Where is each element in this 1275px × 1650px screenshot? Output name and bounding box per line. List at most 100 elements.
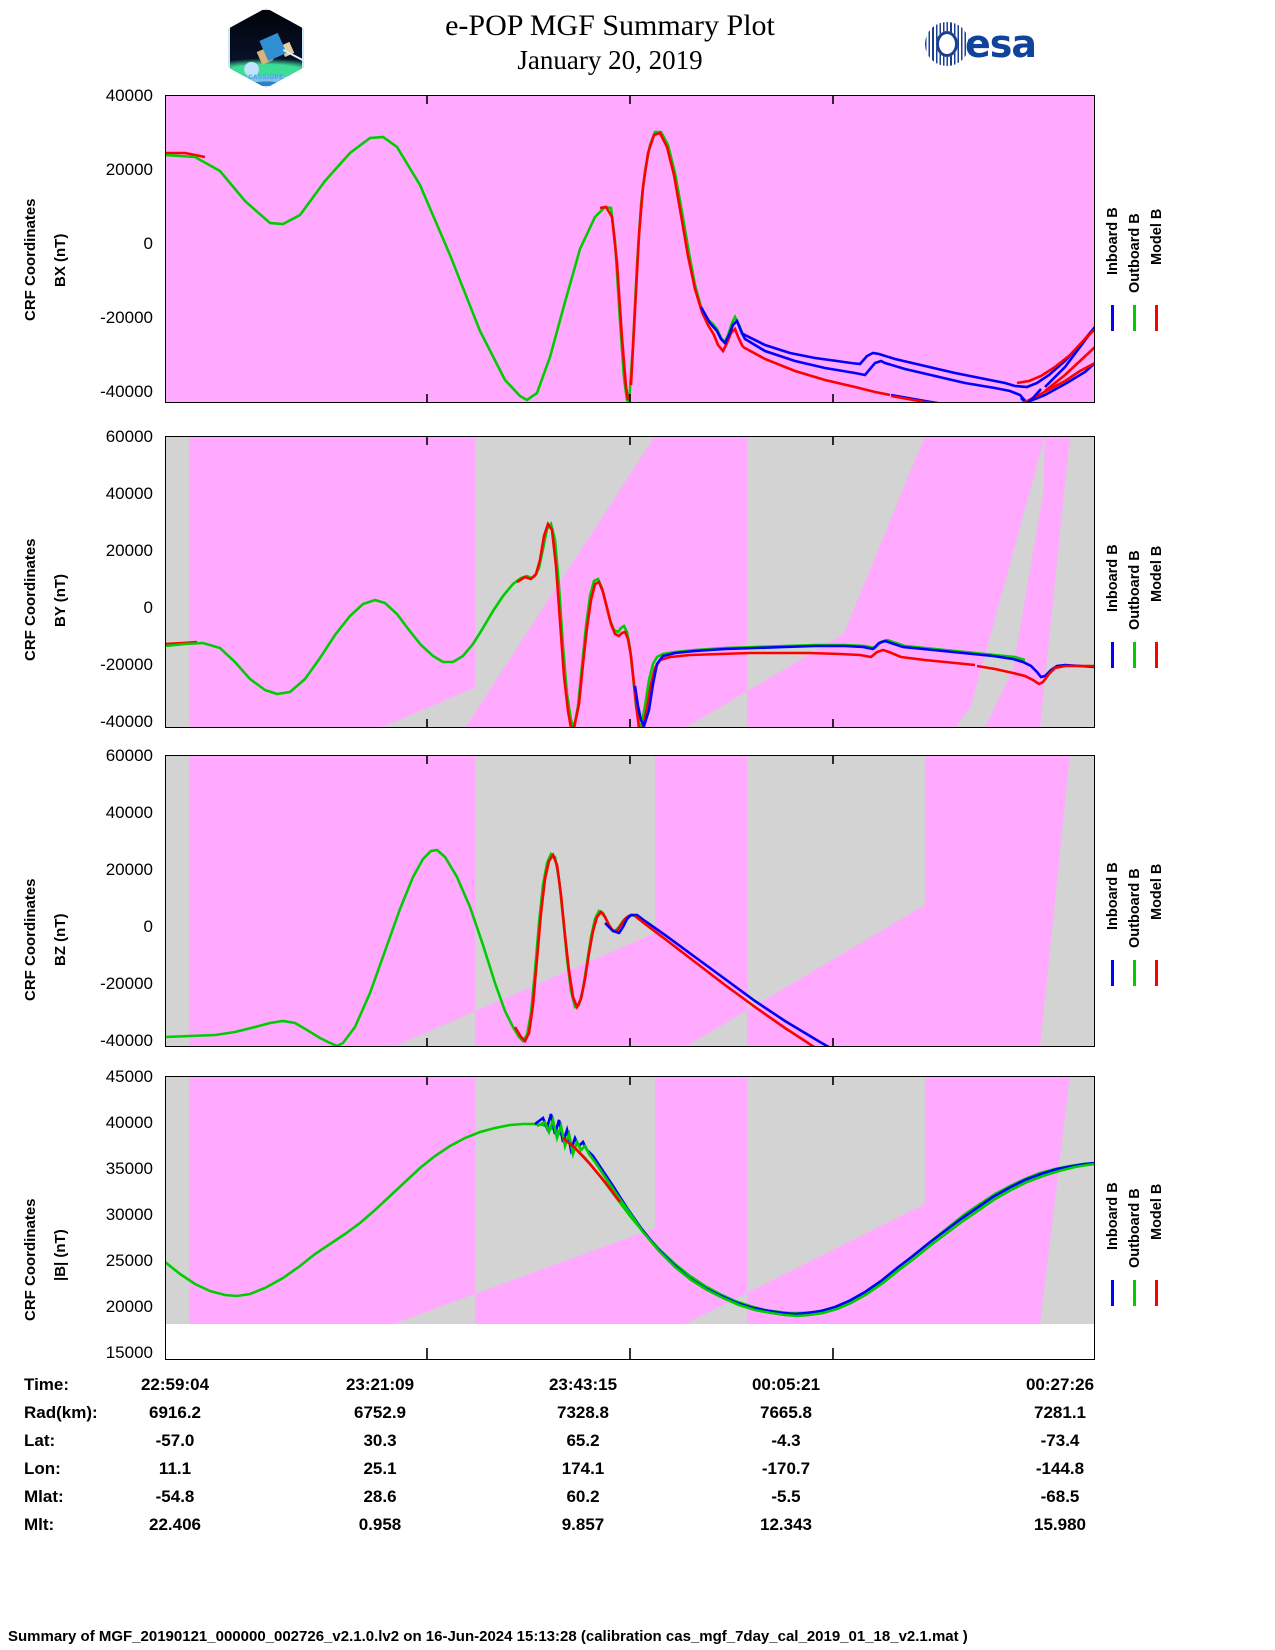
cell-mlat-4: -68.5 — [1040, 1487, 1080, 1506]
page-header: CASSIOPE e-POP MGF Summary Plot January … — [0, 0, 1275, 92]
panel-1-ylabel-unit: BX (nT) — [52, 233, 69, 287]
panel-1-legend-swatch-inboard — [1111, 305, 1114, 331]
panel-3-legend-inboard: Inboard B — [1105, 862, 1121, 930]
panel-3-legend: Inboard B Outboard B Model B — [1103, 830, 1183, 1000]
panel-4-ytick-2: 35000 — [105, 1159, 153, 1178]
cell-mlt-2: 9.857 — [561, 1515, 605, 1534]
panel-1-bx-plot[interactable] — [165, 95, 1095, 403]
cassiope-hex-image: CASSIOPE — [228, 8, 304, 88]
panel-3-bz-plot[interactable] — [165, 755, 1095, 1047]
panel-4-ytick-6: 15000 — [105, 1343, 153, 1362]
cell-mlt-1: 0.958 — [358, 1515, 402, 1534]
table-row: Lon: 11.1 25.1 174.1 -170.7 -144.8 — [0, 1459, 1275, 1487]
panel-4-legend-inboard: Inboard B — [1105, 1182, 1121, 1250]
esa-logo-icon: esa — [925, 20, 1050, 68]
panel-2-legend-swatch-outboard — [1133, 642, 1136, 668]
panel-4-background — [165, 1076, 1095, 1360]
panel-3-ytick-5: -40000 — [100, 1031, 153, 1050]
panel-1-ytick-2: 0 — [143, 234, 153, 253]
panel-3-ylabel-unit: BZ (nT) — [52, 913, 69, 967]
table-row: Time: 22:59:04 23:21:09 23:43:15 00:05:2… — [0, 1375, 1275, 1403]
panel-2-ytick-1: 40000 — [105, 484, 153, 503]
panel-3-legend-swatch-model — [1155, 960, 1158, 986]
cell-rad-3: 7665.8 — [760, 1403, 812, 1422]
panel-3-frame — [165, 755, 1095, 1047]
table-row: Mlt: 22.406 0.958 9.857 12.343 15.980 — [0, 1515, 1275, 1543]
panel-1-legend-swatch-model — [1155, 305, 1158, 331]
ephemeris-table: Time: 22:59:04 23:21:09 23:43:15 00:05:2… — [0, 1375, 1275, 1543]
esa-logo-label: esa — [965, 22, 1037, 66]
panel-3-background — [165, 755, 1095, 1047]
cell-lon-4: -144.8 — [1035, 1459, 1085, 1478]
cell-rad-0: 6916.2 — [149, 1403, 201, 1422]
panel-4-bmag-plot[interactable] — [165, 1076, 1095, 1360]
cell-lat-1: 30.3 — [363, 1431, 397, 1450]
cassiope-logo-label: CASSIOPE — [248, 75, 284, 81]
panel-2-ytick-4: -20000 — [100, 655, 153, 674]
panel-4-legend-swatch-model — [1155, 1280, 1158, 1306]
cell-time-2: 23:43:15 — [548, 1375, 618, 1394]
esa-globe-icon — [925, 22, 969, 66]
panel-3-legend-outboard: Outboard B — [1127, 868, 1143, 948]
cell-time-4: 00:27:26 — [1025, 1375, 1095, 1394]
panel-1-legend-model: Model B — [1149, 208, 1165, 265]
row-label-mlt: Mlt: — [24, 1515, 55, 1534]
cell-mlat-2: 60.2 — [566, 1487, 600, 1506]
panel-1-ylabel: CRF Coordinates — [22, 198, 39, 322]
cell-mlat-0: -54.8 — [155, 1487, 195, 1506]
panel-2-legend-swatch-inboard — [1111, 642, 1114, 668]
page-title-line2: January 20, 2019 — [517, 45, 703, 75]
cell-time-3: 00:05:21 — [751, 1375, 821, 1394]
panel-3-ytick-3: 0 — [143, 917, 153, 936]
panel-3-ytick-1: 40000 — [105, 803, 153, 822]
panel-4-ytick-0: 45000 — [105, 1067, 153, 1086]
panel-1-ytick-4: -40000 — [100, 382, 153, 401]
panel-2-ytick-5: -40000 — [100, 712, 153, 731]
panel-2-ytick-0: 60000 — [105, 427, 153, 446]
panel-1-ytick-1: 20000 — [105, 160, 153, 179]
cell-lat-2: 65.2 — [566, 1431, 600, 1450]
panel-3-legend-swatch-inboard — [1111, 960, 1114, 986]
cell-mlt-3: 12.343 — [760, 1515, 812, 1534]
cell-rad-4: 7281.1 — [1034, 1403, 1086, 1422]
panel-1-ytick-3: -20000 — [100, 308, 153, 327]
panel-1-legend-outboard: Outboard B — [1127, 213, 1143, 293]
panel-1-ytick-0: 40000 — [105, 86, 153, 105]
panel-4-legend-outboard: Outboard B — [1127, 1188, 1143, 1268]
cell-lat-4: -73.4 — [1040, 1431, 1080, 1450]
panel-2-legend-model: Model B — [1149, 545, 1165, 602]
panel-2-ytick-2: 20000 — [105, 541, 153, 560]
panel-2-by-plot[interactable] — [165, 436, 1095, 728]
panel-4-ytick-1: 40000 — [105, 1113, 153, 1132]
page-title-line1: e-POP MGF Summary Plot — [445, 9, 775, 42]
panel-4-ytick-4: 25000 — [105, 1251, 153, 1270]
row-label-lon: Lon: — [24, 1459, 61, 1478]
panel-2-background — [165, 436, 1095, 728]
panel-2-legend: Inboard B Outboard B Model B — [1103, 512, 1183, 682]
cell-lat-0: -57.0 — [155, 1431, 195, 1450]
row-label-time: Time: — [24, 1375, 70, 1394]
panel-2-ylabel-unit: BY (nT) — [52, 573, 69, 627]
panel-3-ytick-4: -20000 — [100, 974, 153, 993]
panel-4-ytick-5: 20000 — [105, 1297, 153, 1316]
panel-3-ylabel: CRF Coordinates — [22, 878, 39, 1002]
panel-4-legend-model: Model B — [1149, 1183, 1165, 1240]
cassiope-logo-icon: CASSIOPE — [222, 6, 310, 90]
panel-4-ylabel-unit: |B| (nT) — [52, 1229, 69, 1281]
panel-4-legend-swatch-outboard — [1133, 1280, 1136, 1306]
panel-3-legend-swatch-outboard — [1133, 960, 1136, 986]
panel-4-legend: Inboard B Outboard B Model B — [1103, 1150, 1183, 1320]
panel-2-ylabel: CRF Coordinates — [22, 538, 39, 662]
panel-3-legend-model: Model B — [1149, 863, 1165, 920]
satellite-boom-icon — [282, 48, 304, 62]
row-label-lat: Lat: — [24, 1431, 56, 1450]
cell-mlt-0: 22.406 — [149, 1515, 201, 1534]
cell-lat-3: -4.3 — [771, 1431, 801, 1450]
panel-2-legend-inboard: Inboard B — [1105, 544, 1121, 612]
panel-1-frame — [165, 95, 1095, 403]
cell-rad-1: 6752.9 — [354, 1403, 406, 1422]
summary-caption: Summary of MGF_20190121_000000_002726_v2… — [8, 1628, 968, 1645]
cell-mlat-1: 28.6 — [363, 1487, 397, 1506]
cell-mlat-3: -5.5 — [771, 1487, 801, 1506]
cell-lon-3: -170.7 — [761, 1459, 811, 1478]
